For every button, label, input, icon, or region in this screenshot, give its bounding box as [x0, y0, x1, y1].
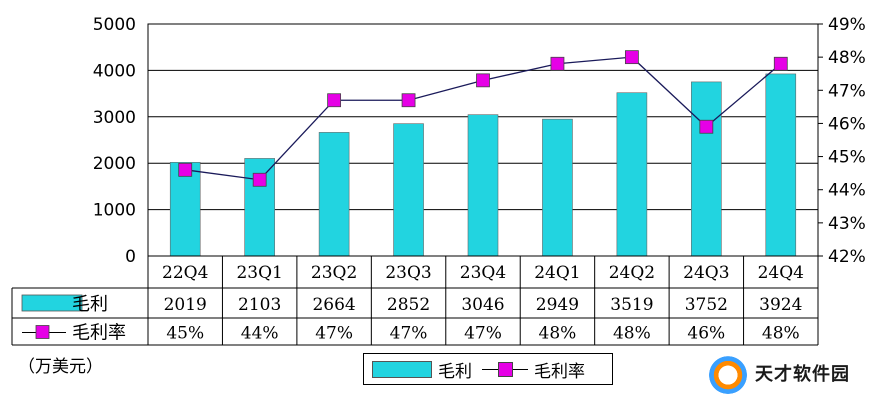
- table-cell: 3752: [685, 295, 728, 315]
- table-cell: 3046: [461, 295, 504, 315]
- line-marker: [699, 119, 714, 134]
- y-left-tick-label: 4000: [93, 61, 136, 81]
- y-left-tick-label: 0: [125, 247, 136, 267]
- table-row-label: 毛利率: [72, 323, 126, 344]
- y-right-tick-label: 42%: [828, 247, 866, 267]
- bar: [765, 73, 797, 257]
- line-marker: [252, 172, 267, 187]
- line-marker: [550, 56, 565, 71]
- line-marker: [178, 162, 193, 177]
- y-right-tick-label: 43%: [828, 214, 866, 234]
- category-label: 23Q4: [460, 263, 506, 283]
- table-cell: 48%: [539, 324, 577, 344]
- y-left-tick-label: 3000: [93, 108, 136, 128]
- table-cell: 47%: [464, 324, 502, 344]
- chart-legend: 毛利 毛利率: [363, 353, 613, 385]
- table-cell: 44%: [241, 324, 279, 344]
- category-label: 23Q1: [236, 263, 282, 283]
- category-label: 23Q3: [385, 263, 431, 283]
- table-row-line-marker: [35, 325, 50, 339]
- line-marker: [476, 73, 490, 88]
- table-cell: 2664: [312, 295, 355, 315]
- line-marker: [401, 93, 416, 108]
- watermark-logo: 天才软件园: [707, 352, 850, 394]
- table-cell: 45%: [166, 324, 204, 344]
- bar: [616, 92, 648, 257]
- table-cell: 48%: [613, 324, 651, 344]
- y-left-tick-label: 5000: [93, 15, 136, 35]
- bar: [691, 81, 722, 257]
- bar: [467, 114, 499, 257]
- unit-label: （万美元）: [18, 357, 103, 377]
- bar: [542, 118, 573, 257]
- watermark-text: 天才软件园: [755, 364, 850, 385]
- line-marker: [773, 56, 788, 71]
- category-label: 22Q4: [162, 263, 208, 283]
- table-row-bar-swatch: [21, 294, 83, 312]
- category-label: 23Q2: [311, 263, 357, 283]
- y-right-tick-label: 45%: [828, 148, 866, 168]
- table-cell: 48%: [762, 324, 800, 344]
- bar: [169, 162, 201, 257]
- y-right-tick-label: 49%: [828, 15, 866, 35]
- table-cell: 46%: [687, 324, 725, 344]
- legend-bar-label: 毛利: [438, 361, 472, 382]
- y-right-tick-label: 48%: [828, 48, 866, 68]
- y-left-tick-label: 2000: [93, 154, 136, 174]
- y-right-tick-label: 44%: [828, 181, 866, 201]
- bar: [393, 123, 424, 257]
- y-right-tick-label: 47%: [828, 81, 866, 101]
- category-label: 24Q1: [534, 263, 580, 283]
- legend-line-swatch: [482, 359, 528, 379]
- y-right-tick-label: 46%: [828, 114, 866, 134]
- category-label: 24Q4: [758, 263, 804, 283]
- table-cell: 47%: [390, 324, 428, 344]
- line-marker: [327, 93, 342, 108]
- table-cell: 2103: [238, 295, 281, 315]
- table-cell: 3924: [759, 295, 802, 315]
- table-cell: 3519: [610, 295, 653, 315]
- category-label: 24Q2: [609, 263, 655, 283]
- legend-line-label: 毛利率: [534, 361, 585, 382]
- table-row-label: 毛利: [72, 294, 108, 315]
- category-label: 24Q3: [683, 263, 729, 283]
- plot-frame: [147, 23, 819, 257]
- y-left-tick-label: 1000: [93, 201, 136, 221]
- legend-bar-swatch: [372, 360, 432, 378]
- watermark-icon: [707, 352, 749, 394]
- table-cell: 2019: [164, 295, 207, 315]
- table-cell: 2949: [536, 295, 579, 315]
- line-marker: [624, 50, 639, 65]
- bar: [318, 132, 350, 257]
- table-cell: 2852: [387, 295, 430, 315]
- table-cell: 47%: [315, 324, 353, 344]
